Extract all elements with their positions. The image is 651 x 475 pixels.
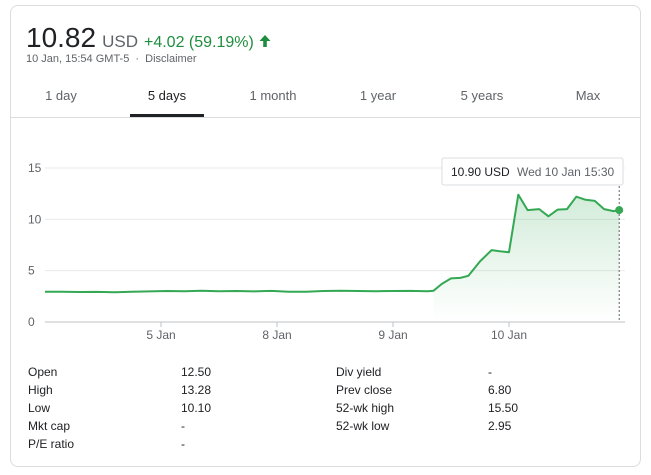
stat-label: High [28, 383, 53, 397]
price-change: +4.02 (59.19%) [143, 34, 254, 51]
stat-value: 13.28 [181, 383, 212, 397]
y-tick-label: 15 [28, 161, 42, 175]
tab-max[interactable]: Max [575, 88, 601, 103]
stat-value: - [181, 437, 185, 451]
tab-5-years[interactable]: 5 years [460, 88, 504, 103]
stat-value: 12.50 [181, 365, 212, 379]
quote-header: 10.82 USD +4.02 (59.19%) [26, 22, 272, 56]
tab-1-year[interactable]: 1 year [359, 88, 397, 103]
current-price: 10.82 [26, 22, 97, 53]
arrow-up-icon [258, 34, 272, 48]
stat-label: P/E ratio [28, 437, 75, 451]
y-tick-label: 10 [28, 212, 42, 226]
x-tick-label: 5 Jan [146, 328, 175, 342]
tab-1-day[interactable]: 1 day [45, 88, 77, 103]
currency-code: USD [102, 32, 138, 51]
stat-label: Open [28, 365, 58, 379]
hover-tooltip: 10.90 USD Wed 10 Jan 15:30 [441, 157, 624, 186]
tooltip-box [441, 157, 624, 186]
y-tick-label: 5 [28, 264, 35, 278]
tab-5-days[interactable]: 5 days [130, 78, 204, 117]
stat-value: 15.50 [488, 401, 519, 415]
stat-value: 2.95 [488, 419, 512, 433]
disclaimer-link[interactable]: Disclaimer [145, 53, 197, 65]
stat-label: Low [28, 401, 51, 415]
stat-value: 10.10 [181, 401, 212, 415]
stat-value: - [181, 419, 185, 433]
stat-value: 6.80 [488, 383, 512, 397]
tooltip-time: Wed 10 Jan 15:30 [517, 165, 615, 179]
price-area [433, 194, 620, 322]
stat-label: Mkt cap [28, 419, 71, 433]
x-tick-label: 8 Jan [262, 328, 291, 342]
quote-timestamp: 10 Jan, 15:54 GMT-5 [26, 53, 130, 65]
tab-1-month[interactable]: 1 month [249, 88, 297, 103]
stat-value: - [488, 365, 492, 379]
price-line [45, 193, 620, 294]
x-tick-label: 9 Jan [378, 328, 407, 342]
stat-label: 52-wk high [336, 401, 395, 415]
quote-subline: 10 Jan, 15:54 GMT-5 · Disclaimer [26, 53, 196, 65]
range-tabs: 1 day 5 days 1 month 1 year 5 years Max [10, 78, 641, 118]
tooltip-price: 10.90 USD [451, 165, 510, 179]
stat-label: Div yield [336, 365, 382, 379]
separator: · [135, 53, 140, 65]
stat-label: Prev close [336, 383, 393, 397]
x-tick-label: 10 Jan [491, 328, 527, 342]
hover-point [615, 206, 624, 215]
stat-label: 52-wk low [336, 419, 390, 433]
y-tick-label: 0 [28, 315, 35, 329]
